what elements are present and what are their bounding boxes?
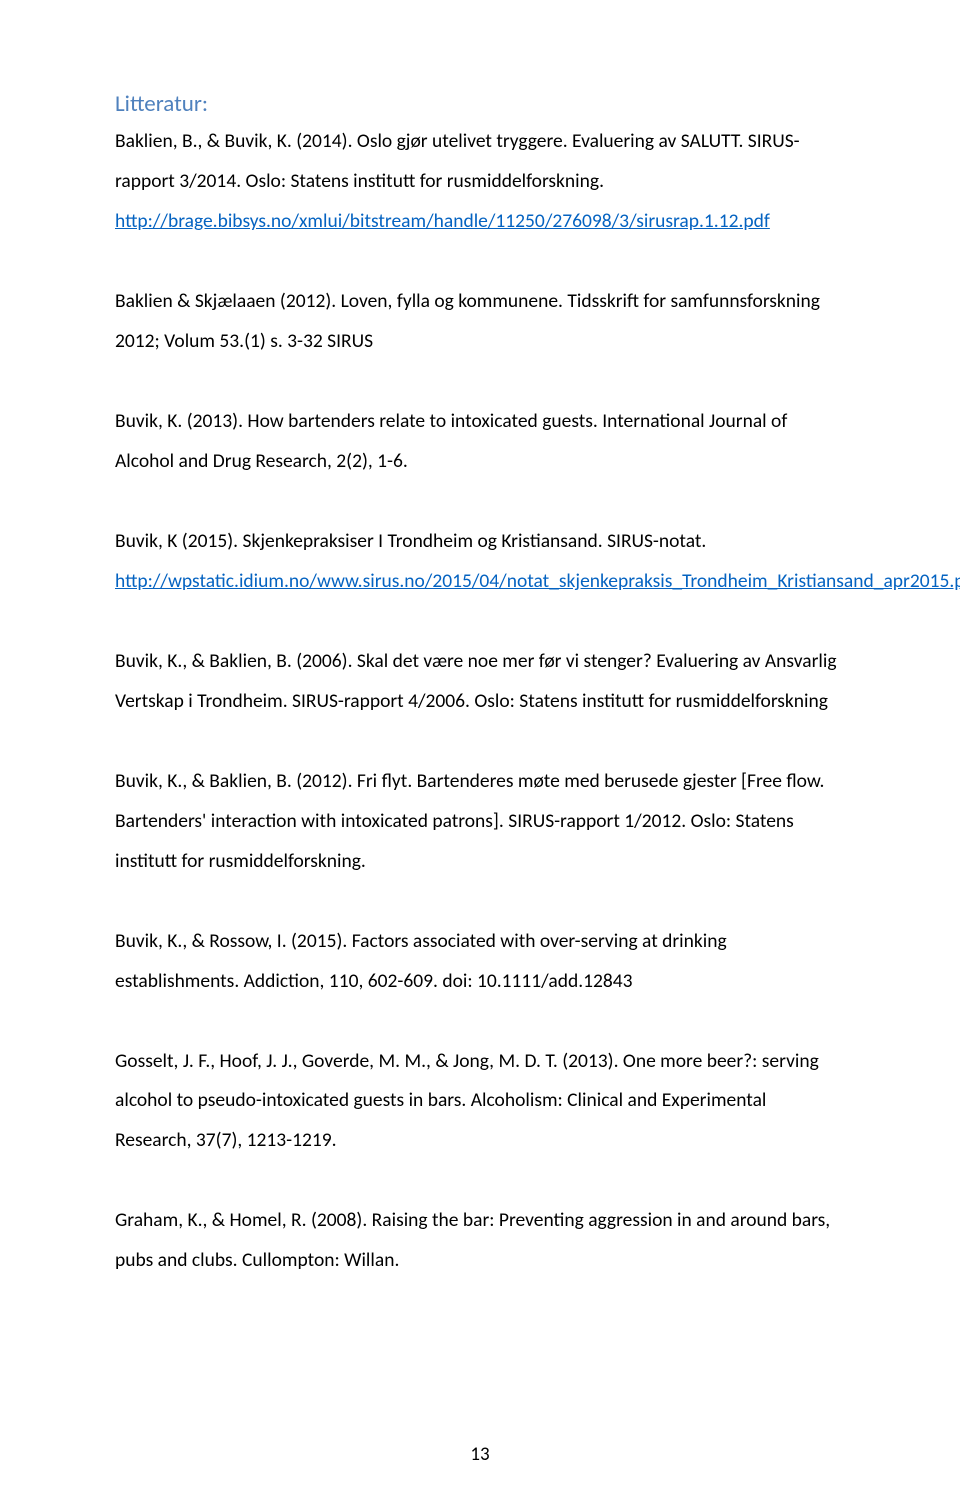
reference-5: Buvik, K., & Baklien, B. (2006). Skal de… — [115, 642, 845, 722]
reference-1-text: Baklien, B., & Buvik, K. (2014). Oslo gj… — [115, 129, 800, 193]
page-number: 13 — [470, 1443, 489, 1466]
reference-2: Baklien & Skjælaaen (2012). Loven, fylla… — [115, 282, 845, 362]
reference-3: Buvik, K. (2013). How bartenders relate … — [115, 402, 845, 482]
section-heading: Litteratur: — [115, 90, 845, 118]
reference-8: Gosselt, J. F., Hoof, J. J., Goverde, M.… — [115, 1042, 845, 1162]
reference-7: Buvik, K., & Rossow, I. (2015). Factors … — [115, 922, 845, 1002]
reference-6: Buvik, K., & Baklien, B. (2012). Fri fly… — [115, 762, 845, 882]
reference-9: Graham, K., & Homel, R. (2008). Raising … — [115, 1201, 845, 1281]
reference-4-text: Buvik, K (2015). Skjenkepraksiser I Tron… — [115, 529, 706, 553]
reference-4: Buvik, K (2015). Skjenkepraksiser I Tron… — [115, 522, 845, 602]
reference-4-link[interactable]: http://wpstatic.idium.no/www.sirus.no/20… — [115, 569, 960, 593]
reference-1-link[interactable]: http://brage.bibsys.no/xmlui/bitstream/h… — [115, 209, 770, 233]
reference-1: Baklien, B., & Buvik, K. (2014). Oslo gj… — [115, 122, 845, 242]
